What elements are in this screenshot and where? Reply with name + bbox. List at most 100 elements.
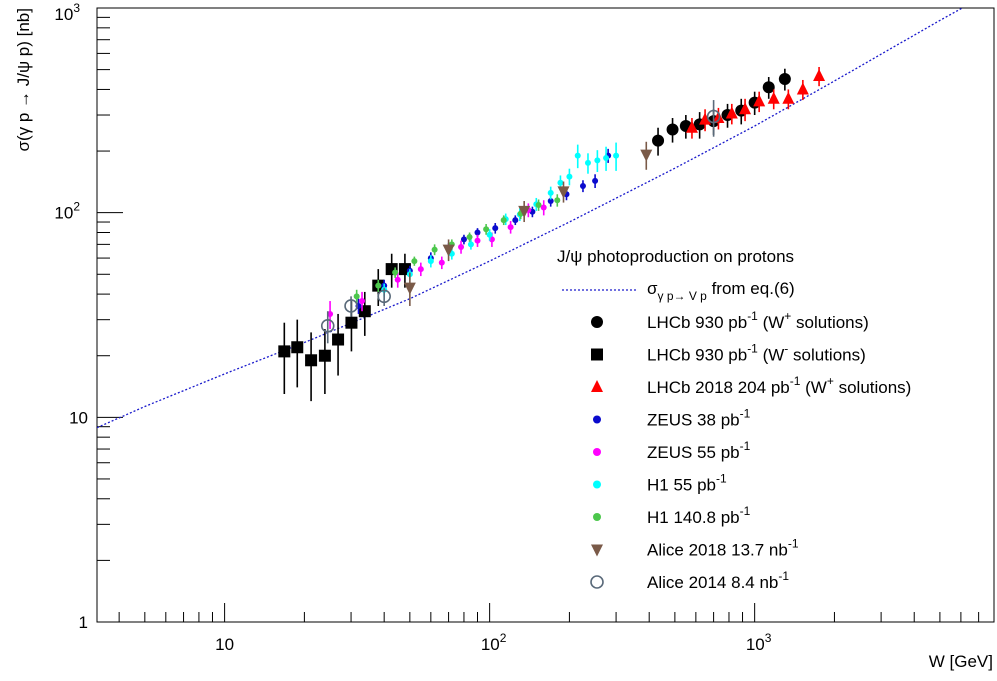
legend-label-superscript: -1 <box>740 504 751 518</box>
tick-label-base: 10 <box>54 204 73 223</box>
data-point <box>796 82 809 95</box>
tick-label-base: 10 <box>69 408 88 427</box>
data-point <box>377 289 391 304</box>
tick-label-exponent: 3 <box>73 1 80 15</box>
legend-marker <box>593 513 601 521</box>
data-point <box>613 152 620 159</box>
data-point <box>767 91 780 104</box>
legend-label-superscript: -1 <box>790 374 801 388</box>
y-tick-label: 1 <box>79 613 88 632</box>
x-axis-label: W [GeV] <box>929 652 993 671</box>
data-point <box>438 259 445 266</box>
tick-label-base: 10 <box>215 635 234 654</box>
legend-label-text: ZEUS 55 pb <box>647 443 740 462</box>
y-tick-label: 103 <box>54 1 80 24</box>
data-point <box>320 319 335 333</box>
data-point <box>557 186 570 199</box>
legend-label: Alice 2014 8.4 nb-1 <box>647 569 789 592</box>
data-point <box>417 266 424 273</box>
data-point <box>512 217 519 224</box>
data-point <box>474 229 481 236</box>
data-point <box>547 198 554 205</box>
x-tick-label: 103 <box>746 631 772 654</box>
legend-label-superscript: -1 <box>747 342 758 356</box>
series-2 <box>685 66 826 139</box>
data-point <box>685 120 698 133</box>
data-point <box>442 244 455 257</box>
data-point <box>535 202 542 209</box>
data-point <box>507 224 514 231</box>
legend-label-text: solutions) <box>834 378 911 397</box>
legend-marker <box>593 415 601 424</box>
legend-label-text: Alice 2018 13.7 nb <box>647 541 788 560</box>
x-tick-label: 102 <box>481 631 507 654</box>
legend-label-superscript: -1 <box>747 309 758 323</box>
legend-label-text: LHCb 930 pb <box>647 313 747 332</box>
legend-label: Alice 2018 13.7 nb-1 <box>647 537 799 560</box>
legend-label: LHCb 930 pb-1 (W- solutions) <box>647 342 866 365</box>
legend-marker <box>593 448 601 456</box>
plot-frame <box>96 7 995 623</box>
tick-label-exponent: 2 <box>73 200 80 214</box>
legend-label-text: (W <box>758 313 784 332</box>
legend-label: ZEUS 38 pb-1 <box>647 407 751 430</box>
data-point <box>762 81 775 94</box>
x-tick-labels: 10 102 103 <box>215 631 772 654</box>
legend-marker <box>591 380 603 392</box>
data-point <box>359 298 366 305</box>
legend-label-superscript: -1 <box>716 472 727 486</box>
data-point <box>467 241 474 248</box>
legend-curve-label: σγ p→ V p from eq.(6) <box>647 279 795 303</box>
data-point <box>739 102 752 115</box>
data-point <box>579 182 586 189</box>
legend-label: H1 140.8 pb-1 <box>647 504 751 527</box>
legend: J/ψ photoproduction on protons σγ p→ V p… <box>557 247 911 592</box>
data-point <box>706 109 721 124</box>
legend-curve-rest: from eq.(6) <box>707 279 795 298</box>
data-point <box>492 225 499 232</box>
data-point <box>344 299 358 313</box>
legend-label: ZEUS 55 pb-1 <box>647 439 751 462</box>
x-tick-label: 10 <box>215 635 234 654</box>
data-point <box>592 177 599 184</box>
data-point <box>460 236 467 243</box>
data-point <box>345 316 358 329</box>
legend-label-superscript: -1 <box>740 439 751 453</box>
y-tick-label: 102 <box>54 200 80 223</box>
legend-label-text: LHCb 2018 204 pb <box>647 378 790 397</box>
data-point <box>753 94 766 107</box>
series-8 <box>320 100 721 344</box>
legend-label-superscript: -1 <box>778 569 789 583</box>
data-point <box>725 106 738 119</box>
data-point <box>594 157 601 164</box>
legend-label-superscript: -1 <box>740 407 751 421</box>
legend-label-superscript: + <box>827 374 834 388</box>
data-point <box>411 258 418 265</box>
legend-label-text: H1 140.8 pb <box>647 508 740 527</box>
data-point <box>427 258 434 265</box>
data-point <box>291 341 304 354</box>
series-7 <box>403 141 653 306</box>
data-point <box>652 134 665 147</box>
legend-title: J/ψ photoproduction on protons <box>557 247 794 266</box>
legend-label: LHCb 2018 204 pb-1 (W+ solutions) <box>647 374 911 397</box>
data-point <box>584 159 591 166</box>
legend-label-superscript: - <box>784 342 788 356</box>
data-point <box>483 226 490 233</box>
data-point <box>778 72 791 85</box>
tick-label-base: 10 <box>746 635 765 654</box>
data-point <box>518 205 531 218</box>
tick-label-base: 10 <box>54 5 73 24</box>
data-point <box>458 243 465 250</box>
data-point <box>566 173 573 180</box>
y-tick-label: 10 <box>69 408 88 427</box>
legend-label-text: ZEUS 38 pb <box>647 411 740 430</box>
data-point <box>699 112 712 125</box>
legend-marker <box>590 575 604 589</box>
tick-label-base: 10 <box>481 635 500 654</box>
legend-label: LHCb 930 pb-1 (W+ solutions) <box>647 309 869 332</box>
data-point <box>318 349 331 362</box>
data-point <box>353 293 360 300</box>
